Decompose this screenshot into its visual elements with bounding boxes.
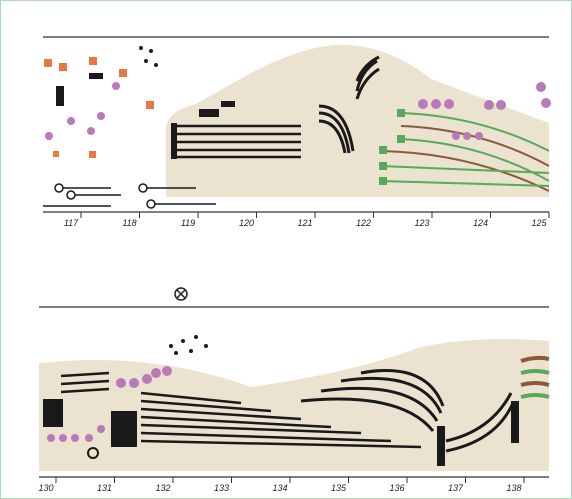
measure-number: 125 — [531, 218, 547, 228]
curve-bundle — [300, 369, 515, 453]
measure-number: 132 — [155, 483, 170, 493]
tone-bundle — [60, 371, 422, 449]
measure-number: 138 — [506, 483, 521, 493]
tone-bundle — [173, 124, 301, 159]
measure-number: 122 — [356, 218, 371, 228]
measure-number: 130 — [38, 483, 53, 493]
green-marks — [379, 109, 405, 185]
measure-number: 121 — [297, 218, 312, 228]
dark-marks — [56, 73, 235, 117]
measure-number: 120 — [239, 218, 254, 228]
measure-number: 119 — [181, 218, 195, 228]
measure-number: 131 — [97, 483, 112, 493]
measure-number: 123 — [414, 218, 429, 228]
hook — [87, 447, 99, 459]
measure-number: 136 — [389, 483, 404, 493]
sound-field — [39, 339, 549, 471]
sound-field — [166, 44, 549, 197]
points — [139, 46, 208, 355]
dots — [45, 82, 551, 140]
blocks — [43, 399, 519, 466]
orange-squares — [44, 57, 154, 158]
curve-bundle — [318, 55, 380, 154]
measure-number: 124 — [473, 218, 488, 228]
measure-number: 118 — [122, 218, 136, 228]
cancel-sign — [174, 287, 188, 301]
dots — [47, 366, 172, 442]
measure-number: 134 — [272, 483, 287, 493]
block — [171, 123, 177, 159]
measure-number: 137 — [448, 483, 464, 493]
hooks — [43, 183, 216, 209]
measure-number: 117 — [64, 218, 79, 228]
measure-number: 135 — [331, 483, 347, 493]
glissandi — [520, 355, 550, 399]
measure-number: 133 — [214, 483, 229, 493]
